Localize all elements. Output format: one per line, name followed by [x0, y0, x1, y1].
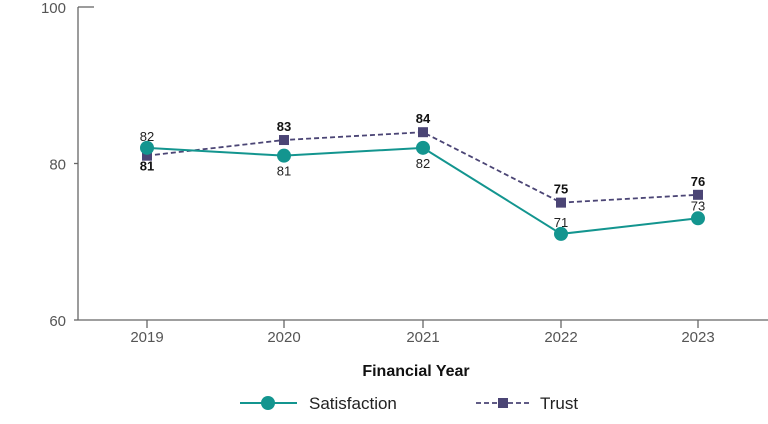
satisfaction-data-label: 82	[416, 156, 430, 171]
trust-line	[146, 131, 699, 204]
satisfaction-point	[277, 148, 291, 163]
trust-data-label: 75	[554, 182, 568, 197]
trust-point	[693, 189, 703, 200]
trust-point	[418, 127, 428, 138]
trust-point	[279, 135, 289, 146]
trust-data-label: 84	[416, 111, 431, 126]
legend-satisfaction-marker	[261, 396, 275, 410]
trust-data-label: 76	[691, 174, 705, 189]
legend-trust-label: Trust	[540, 394, 578, 413]
satisfaction-point	[140, 140, 154, 155]
satisfaction-data-label: 71	[554, 215, 568, 230]
satisfaction-point	[554, 226, 568, 241]
x-tick-label: 2020	[267, 329, 300, 346]
satisfaction-data-label: 81	[277, 164, 291, 179]
satisfaction-data-label: 82	[140, 129, 154, 144]
y-tick-label: 60	[49, 313, 66, 330]
trust-data-label: 83	[277, 119, 291, 134]
trust-point	[142, 150, 152, 161]
x-tick-label: 2019	[130, 329, 163, 346]
y-tick-label: 100	[41, 0, 66, 17]
y-tick-label: 80	[49, 157, 66, 174]
legend-satisfaction-label: Satisfaction	[309, 394, 397, 413]
trust-point	[556, 197, 566, 208]
x-tick-label: 2022	[544, 329, 577, 346]
satisfaction-point	[416, 140, 430, 155]
trust-data-label: 81	[140, 159, 154, 174]
x-tick-label: 2023	[681, 329, 714, 346]
satisfaction-point	[691, 211, 705, 226]
satisfaction-data-label: 73	[691, 198, 705, 213]
x-axis-title: Financial Year	[362, 363, 469, 380]
x-tick-label: 2021	[406, 329, 439, 346]
legend-trust-marker	[498, 398, 508, 408]
